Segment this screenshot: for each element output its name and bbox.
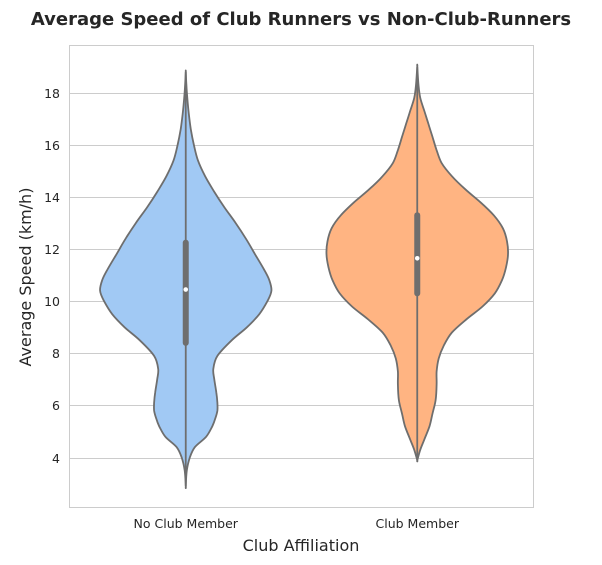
y-tick-label: 6	[52, 398, 60, 413]
median-point	[415, 256, 420, 261]
y-tick-label: 14	[44, 190, 60, 205]
y-tick-label: 16	[44, 138, 60, 153]
x-tick-label: No Club Member	[134, 516, 239, 531]
y-tick-label: 18	[44, 86, 60, 101]
y-tick-label: 10	[44, 294, 60, 309]
y-axis-ticks: 4 6 8 10 12 14 16 18	[44, 86, 60, 466]
x-axis-ticks: No Club Member Club Member	[134, 516, 460, 531]
x-tick-label: Club Member	[376, 516, 460, 531]
x-axis-label: Club Affiliation	[243, 536, 360, 555]
y-tick-label: 4	[52, 451, 60, 466]
plot-area	[100, 65, 508, 489]
y-tick-label: 8	[52, 346, 60, 361]
y-axis-label: Average Speed (km/h)	[16, 188, 35, 367]
median-point	[183, 287, 188, 292]
y-tick-label: 12	[44, 242, 60, 257]
chart-title: Average Speed of Club Runners vs Non-Clu…	[31, 9, 571, 30]
